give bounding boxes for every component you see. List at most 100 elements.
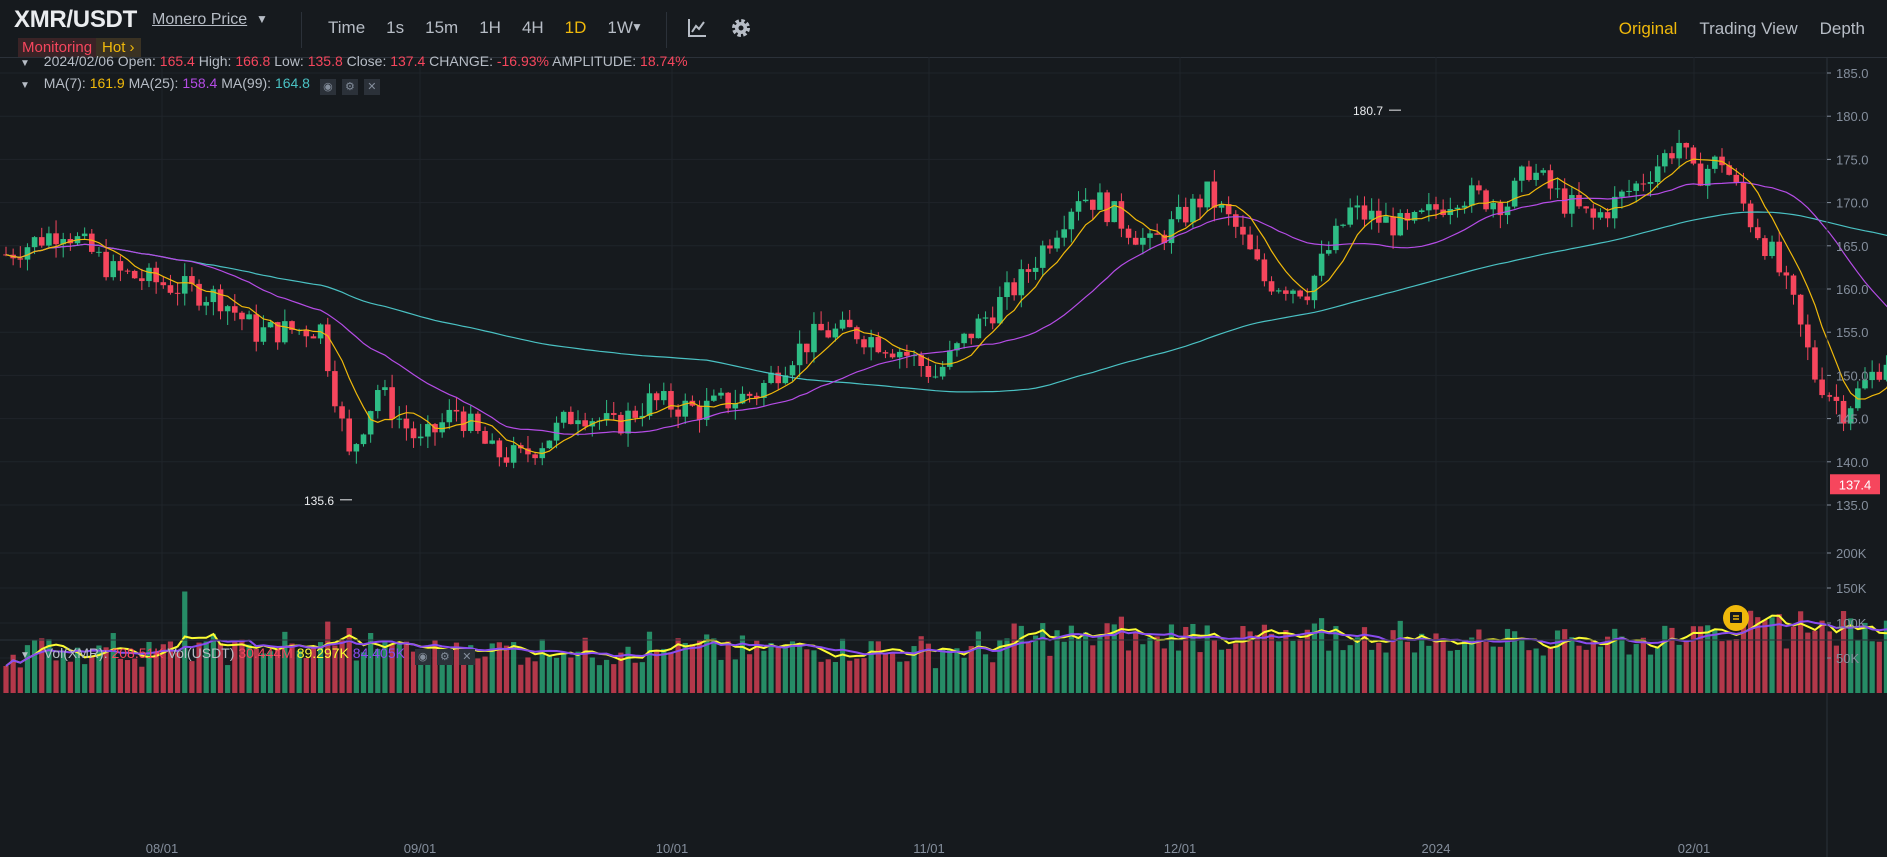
volume-bar bbox=[1311, 623, 1318, 693]
interval-1s[interactable]: 1s bbox=[386, 18, 405, 37]
volume-bar bbox=[668, 652, 674, 693]
volume-bar bbox=[1769, 617, 1775, 693]
volume-bar bbox=[868, 641, 874, 693]
settings-icon[interactable]: ⚙ bbox=[436, 649, 453, 665]
view-selector: Original Trading View Depth bbox=[1619, 19, 1887, 39]
candle-body bbox=[1383, 216, 1389, 223]
gear-icon[interactable] bbox=[729, 16, 753, 40]
monitoring-tag[interactable]: Monitoring bbox=[18, 38, 97, 57]
interval-4h[interactable]: 4H bbox=[521, 18, 544, 37]
volume-bar bbox=[432, 640, 438, 693]
close-label: Close: bbox=[346, 53, 387, 69]
volume-bar bbox=[60, 652, 66, 693]
view-trading-view[interactable]: Trading View bbox=[1699, 19, 1798, 38]
candle-body bbox=[117, 261, 124, 271]
volume-bar bbox=[1397, 620, 1403, 693]
candle-body bbox=[1597, 212, 1604, 218]
monero-price-link[interactable]: Monero Price bbox=[152, 11, 248, 28]
candlestick-chart[interactable]: 135.0 140.0 145.0 150.0 155.0 160.0 165.0 170.0… bbox=[0, 57, 1887, 857]
interval-1h[interactable]: 1H bbox=[479, 18, 501, 37]
hot-tag[interactable]: Hot › bbox=[96, 38, 141, 57]
pair-dropdown-chevron-icon[interactable]: ▼ bbox=[256, 12, 268, 26]
volume-bar bbox=[1805, 632, 1811, 693]
candle-body bbox=[846, 319, 853, 328]
interval-time[interactable]: Time bbox=[328, 18, 366, 37]
indicator-chart-icon[interactable] bbox=[686, 17, 708, 39]
volume-bar bbox=[267, 651, 274, 693]
candle-body bbox=[1654, 166, 1661, 183]
candle-body bbox=[768, 372, 774, 383]
close-value: 137.4 bbox=[390, 53, 426, 69]
ma99-value: 164.8 bbox=[274, 75, 310, 91]
volume-bar bbox=[1540, 655, 1546, 693]
collapse-chevron-icon[interactable]: ▼ bbox=[20, 650, 30, 661]
candle-body bbox=[1025, 269, 1032, 272]
close-icon[interactable]: ✕ bbox=[363, 79, 380, 95]
volume-bar bbox=[1833, 645, 1839, 693]
candle-body bbox=[425, 424, 431, 437]
volume-bar bbox=[904, 661, 910, 693]
volume-bar bbox=[1447, 650, 1453, 693]
candle-body bbox=[1733, 174, 1740, 183]
candle-body bbox=[274, 322, 281, 343]
volume-bar bbox=[82, 664, 88, 693]
candle-body bbox=[1111, 201, 1118, 223]
candle-body bbox=[189, 276, 195, 284]
volume-bar bbox=[1483, 641, 1489, 693]
volume-bar bbox=[360, 652, 367, 693]
more-intervals-chevron-icon[interactable]: ▼ bbox=[631, 20, 643, 34]
candle-body bbox=[1426, 204, 1432, 211]
volume-bar bbox=[1662, 625, 1668, 693]
candle-body bbox=[1847, 408, 1854, 424]
volume-bar bbox=[418, 652, 424, 693]
candle-body bbox=[460, 411, 467, 431]
collapse-chevron-icon[interactable]: ▼ bbox=[20, 80, 30, 91]
view-depth[interactable]: Depth bbox=[1819, 19, 1865, 38]
volume-bar bbox=[446, 657, 452, 693]
interval-1w[interactable]: 1W bbox=[607, 18, 633, 37]
volume-bar bbox=[1597, 646, 1604, 693]
candle-body bbox=[1812, 347, 1818, 380]
volume-bar bbox=[1583, 649, 1589, 693]
candle-body bbox=[224, 306, 231, 312]
volume-bar bbox=[947, 648, 953, 693]
volume-bar bbox=[303, 658, 309, 693]
candle-body bbox=[753, 395, 760, 398]
settings-icon[interactable]: ⚙ bbox=[341, 79, 358, 95]
volume-bar bbox=[1547, 646, 1553, 693]
volume-bar bbox=[954, 648, 960, 693]
interval-15m[interactable]: 15m bbox=[425, 18, 459, 37]
candle-body bbox=[1726, 165, 1732, 175]
volume-bar bbox=[1419, 633, 1425, 693]
candle-body bbox=[339, 406, 345, 419]
candle-body bbox=[1161, 234, 1168, 244]
candle-body bbox=[1204, 181, 1210, 208]
interval-1d[interactable]: 1D bbox=[564, 18, 587, 37]
candle-body bbox=[997, 297, 1003, 324]
close-icon[interactable]: ✕ bbox=[458, 649, 475, 665]
open-label: Open: bbox=[117, 53, 156, 69]
y-tick-label: 135.0 bbox=[1836, 498, 1869, 513]
collapse-chevron-icon[interactable]: ▼ bbox=[20, 58, 30, 69]
candle-body bbox=[1061, 229, 1067, 238]
candle-body bbox=[217, 289, 224, 312]
volume-bar bbox=[1469, 637, 1475, 693]
volume-bar bbox=[503, 645, 510, 693]
volume-bar bbox=[839, 638, 846, 693]
candle-body bbox=[396, 418, 403, 420]
candle-body bbox=[1104, 192, 1110, 223]
eye-icon[interactable]: ◉ bbox=[414, 649, 431, 665]
candle-body bbox=[1819, 379, 1825, 396]
ma25-label: MA(25): bbox=[128, 75, 179, 91]
volume-bar bbox=[1326, 650, 1332, 693]
volume-bar bbox=[1118, 616, 1124, 693]
candle-body bbox=[532, 454, 538, 459]
candle-body bbox=[1483, 190, 1489, 210]
candle-body bbox=[889, 353, 896, 358]
candle-body bbox=[1261, 259, 1268, 282]
view-original[interactable]: Original bbox=[1618, 19, 1678, 38]
volume-bar bbox=[532, 661, 538, 693]
candle-body bbox=[789, 365, 796, 376]
volume-bar bbox=[825, 659, 831, 693]
eye-icon[interactable]: ◉ bbox=[319, 79, 336, 95]
